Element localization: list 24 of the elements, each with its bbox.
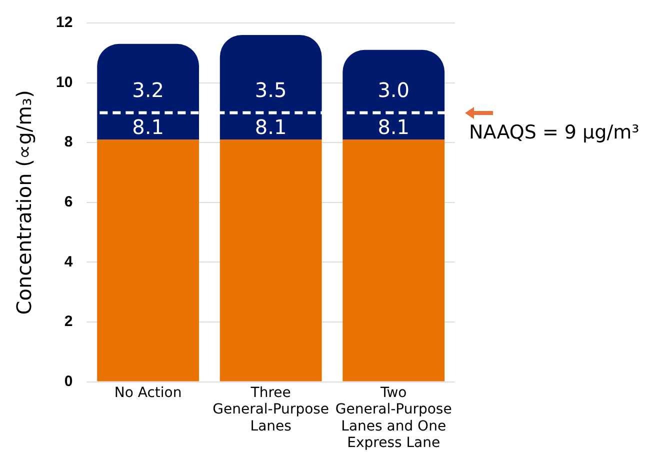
data-label: 3.5	[254, 78, 287, 102]
y-tick-label: 10	[56, 74, 73, 91]
x-tick-label: No Action	[114, 384, 182, 401]
y-axis-title: Concentration (∝g/m₃)	[12, 90, 36, 315]
y-tick-label: 12	[56, 14, 73, 32]
y-tick-label: 4	[64, 253, 74, 270]
ref-line-label: NAAQS = 9 µg/m³	[469, 122, 640, 144]
data-label: 3.0	[378, 78, 410, 102]
data-label: 8.1	[254, 114, 287, 139]
y-tick-label: 2	[64, 313, 73, 330]
x-tick-label: Two General-Purpose Lanes and One Express Lane	[335, 384, 452, 452]
x-tick-label: Three General-Purpose Lanes	[212, 384, 330, 434]
bar	[342, 50, 445, 140]
y-tick-label: 6	[64, 194, 73, 211]
bar	[220, 140, 322, 382]
data-label: 3.2	[132, 78, 164, 102]
data-label: 8.1	[132, 114, 164, 139]
bar	[97, 140, 200, 382]
bar	[342, 140, 445, 382]
y-tick-label: 8	[64, 134, 73, 151]
y-tick-label: 0	[64, 372, 73, 390]
data-label: 8.1	[378, 114, 410, 139]
bar	[97, 44, 200, 140]
bar	[220, 34, 322, 140]
